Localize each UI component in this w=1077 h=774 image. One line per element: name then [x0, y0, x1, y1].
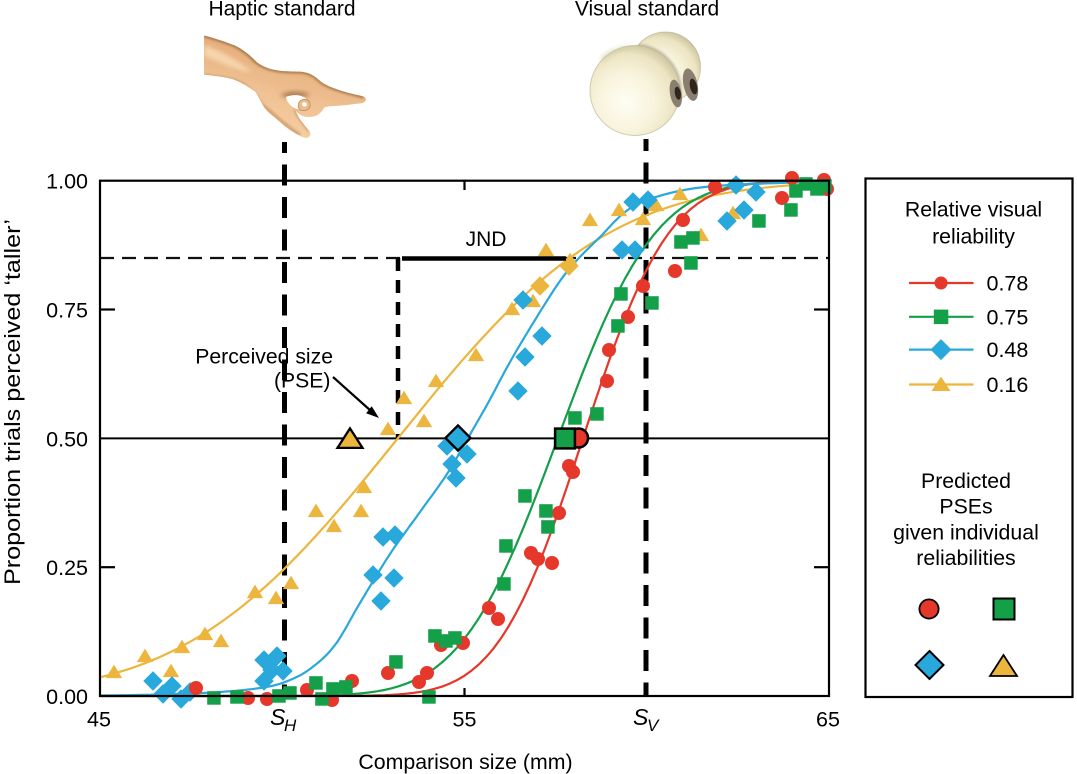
svg-text:PSEs: PSEs [939, 495, 992, 519]
svg-text:S: S [270, 704, 286, 730]
svg-text:Haptic standard: Haptic standard [208, 0, 355, 21]
svg-text:(PSE): (PSE) [274, 370, 331, 393]
svg-text:reliability: reliability [932, 225, 1015, 249]
svg-text:0.48: 0.48 [987, 338, 1029, 362]
svg-text:JND: JND [466, 228, 507, 251]
svg-text:0.78: 0.78 [987, 272, 1029, 296]
svg-text:0.16: 0.16 [987, 373, 1029, 397]
svg-text:Proportion trials perceived ‘t: Proportion trials perceived ‘taller’ [0, 219, 25, 585]
svg-text:Relative visual: Relative visual [905, 198, 1042, 222]
svg-text:0.75: 0.75 [46, 299, 88, 323]
svg-text:Predicted: Predicted [921, 469, 1011, 493]
svg-text:Visual standard: Visual standard [575, 0, 719, 21]
svg-text:1.00: 1.00 [46, 170, 88, 194]
svg-text:S: S [633, 704, 649, 730]
svg-text:Comparison size (mm): Comparison size (mm) [358, 750, 572, 774]
svg-text:0.50: 0.50 [46, 427, 88, 451]
svg-text:given individual: given individual [893, 521, 1039, 545]
svg-text:45: 45 [87, 708, 111, 732]
svg-text:reliabilities: reliabilities [916, 546, 1015, 570]
svg-text:65: 65 [816, 708, 840, 732]
svg-text:H: H [284, 716, 297, 735]
svg-text:0.00: 0.00 [46, 685, 88, 709]
svg-text:55: 55 [453, 708, 477, 732]
svg-text:0.75: 0.75 [987, 305, 1029, 329]
svg-text:Perceived size: Perceived size [195, 346, 333, 369]
svg-text:V: V [647, 716, 660, 735]
svg-text:0.25: 0.25 [46, 556, 88, 580]
